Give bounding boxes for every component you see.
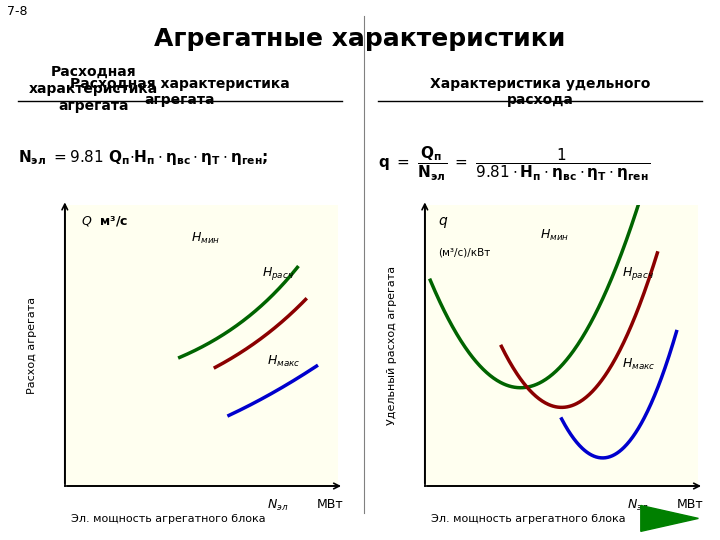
Text: $\mathbf{N}_{\mathbf{эл}}$ $= 9.81\ $$\mathbf{Q}_{\mathbf{п}}$$\cdot \mathbf{H}_: $\mathbf{N}_{\mathbf{эл}}$ $= 9.81\ $$\m… (18, 148, 269, 167)
Text: $N_{эл}$: $N_{эл}$ (627, 497, 649, 512)
Text: $H_{макс}$: $H_{макс}$ (622, 357, 655, 372)
Text: Расходная характеристика агрегата: Расходная характеристика агрегата (29, 65, 158, 113)
Text: МВт: МВт (677, 498, 703, 511)
Text: $q$: $q$ (438, 215, 449, 230)
Text: $Q$  м³/с: $Q$ м³/с (81, 214, 129, 228)
Text: $\mathbf{q}\ =\ \dfrac{\mathbf{Q}_{\mathbf{п}}}{\mathbf{N}_{\mathbf{эл}}}\ =\ \d: $\mathbf{q}\ =\ \dfrac{\mathbf{Q}_{\math… (378, 145, 650, 184)
Text: МВт: МВт (317, 498, 343, 511)
Text: Эл. мощность агрегатного блока: Эл. мощность агрегатного блока (71, 514, 266, 524)
Polygon shape (641, 505, 698, 531)
Text: Удельный расход агрегата: Удельный расход агрегата (387, 266, 397, 425)
Text: $H_{расч}$: $H_{расч}$ (262, 265, 294, 281)
Text: Расходная характеристика
агрегата: Расходная характеристика агрегата (70, 77, 290, 107)
Text: 7-8: 7-8 (7, 5, 27, 18)
Text: $H_{расч}$: $H_{расч}$ (622, 265, 654, 281)
Text: $H_{мин}$: $H_{мин}$ (191, 231, 220, 246)
Text: Расход агрегата: Расход агрегата (27, 297, 37, 394)
Text: Характеристика удельного
расхода: Характеристика удельного расхода (430, 77, 650, 107)
Text: Эл. мощность агрегатного блока: Эл. мощность агрегатного блока (431, 514, 626, 524)
Text: $H_{мин}$: $H_{мин}$ (540, 228, 569, 243)
Text: $N_{эл}$: $N_{эл}$ (267, 497, 289, 512)
Text: Агрегатные характеристики: Агрегатные характеристики (154, 27, 566, 51)
Text: $H_{макс}$: $H_{макс}$ (267, 354, 300, 369)
Text: (м³/с)/кВт: (м³/с)/кВт (438, 248, 491, 258)
